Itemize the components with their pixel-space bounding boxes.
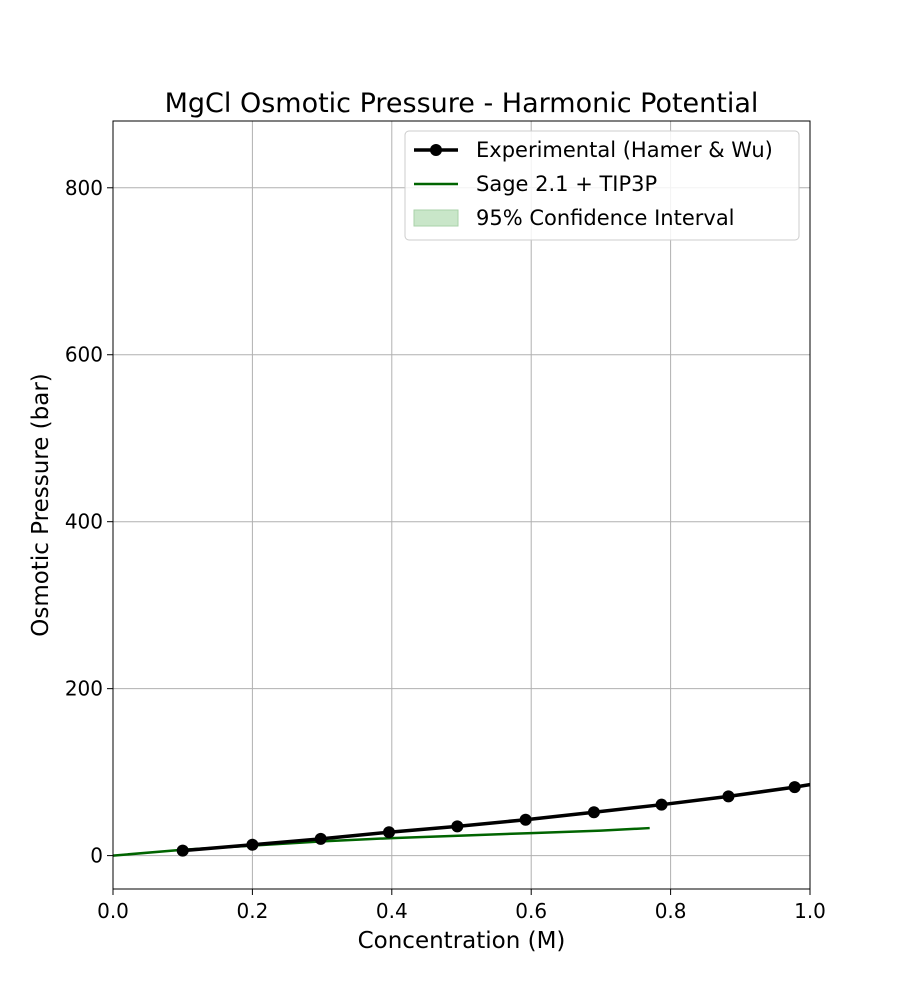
y-tick-label: 0 (90, 844, 103, 868)
data-point-experimental (788, 781, 801, 794)
y-tick-label: 400 (65, 510, 103, 534)
axis-ticks: 0.0 0.2 0.4 0.6 0.8 1.0 0 200 400 600 800 (65, 176, 826, 923)
data-point-experimental (176, 844, 189, 857)
chart-title: MgCl Osmotic Pressure - Harmonic Potenti… (165, 88, 759, 119)
x-tick-label: 0.6 (515, 899, 547, 923)
legend-items: Experimental (Hamer & Wu) Sage 2.1 + TIP3… (413, 138, 773, 230)
legend-box (404, 130, 800, 241)
data-point-experimental (383, 826, 396, 839)
x-axis-label: Concentration (M) (358, 928, 566, 954)
data-point-experimental (519, 813, 532, 826)
x-tick-label: 0.8 (655, 899, 687, 923)
legend-label-experimental: Experimental (Hamer & Wu) (476, 138, 773, 162)
data-point-experimental (722, 790, 735, 803)
data-point-experimental (246, 838, 259, 851)
x-tick-label: 0.0 (97, 899, 129, 923)
data-point-experimental (655, 798, 668, 811)
data-point-experimental (314, 832, 327, 845)
x-tick-label: 1.0 (794, 899, 826, 923)
plot-frame (112, 120, 811, 890)
data-point-experimental (587, 806, 600, 819)
series-layer (113, 781, 810, 857)
y-axis-label: Osmotic Pressure (bar) (28, 373, 54, 637)
legend-label-confidence: 95% Confidence Interval (476, 206, 735, 230)
legend-handle-confidence (413, 209, 459, 227)
x-tick-label: 0.4 (376, 899, 408, 923)
y-tick-label: 800 (65, 176, 103, 200)
y-tick-label: 200 (65, 677, 103, 701)
x-tick-label: 0.2 (236, 899, 268, 923)
legend-label-sage: Sage 2.1 + TIP3P (476, 172, 657, 196)
y-tick-label: 600 (65, 343, 103, 367)
plot-area (113, 781, 810, 857)
legend: Experimental (Hamer & Wu) Sage 2.1 + TIP3… (404, 130, 800, 241)
legend-marker-experimental (430, 144, 442, 156)
series-line-experimental (182, 782, 810, 853)
data-point-experimental (451, 820, 464, 833)
